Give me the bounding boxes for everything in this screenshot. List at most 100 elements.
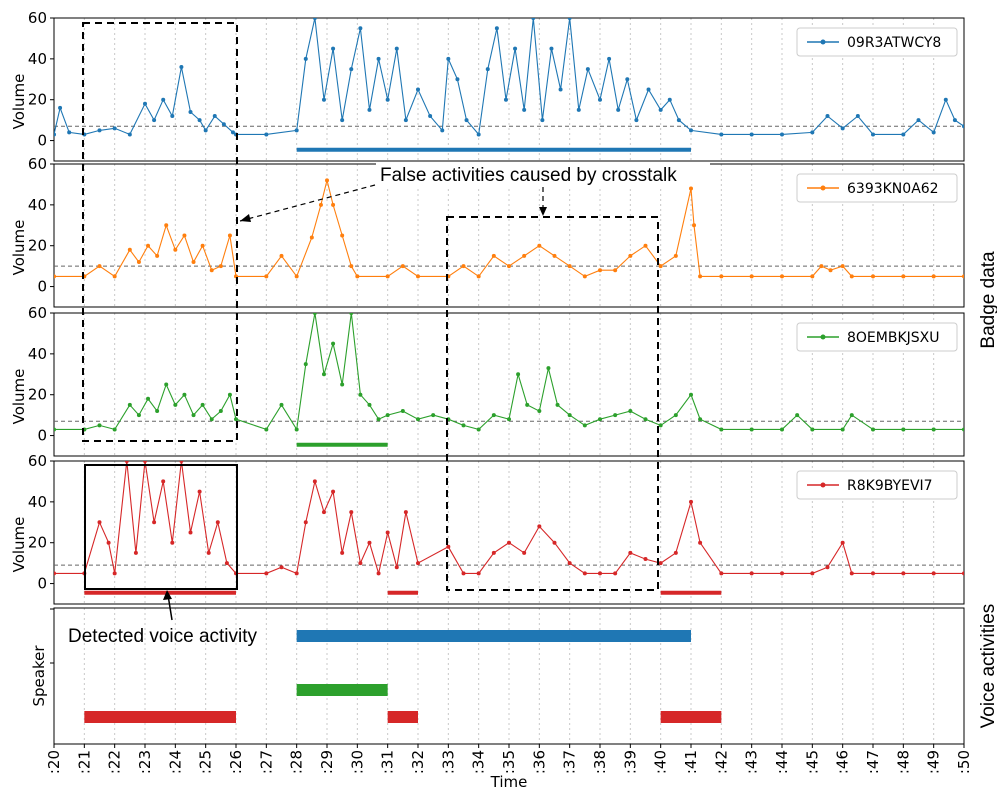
data-point: [810, 130, 815, 135]
data-point: [209, 268, 214, 273]
data-point: [719, 132, 724, 137]
data-point: [576, 107, 581, 112]
data-point: [279, 402, 284, 407]
data-point: [394, 565, 399, 570]
data-point: [54, 427, 56, 432]
crosstalk-box-right: [446, 216, 659, 591]
data-point: [155, 253, 160, 258]
data-point: [952, 118, 957, 123]
data-point: [416, 274, 420, 279]
data-point: [112, 427, 117, 432]
data-point: [516, 372, 521, 377]
data-point: [331, 341, 336, 346]
data-point: [698, 417, 703, 422]
data-point: [849, 413, 854, 418]
series-line: [54, 313, 964, 431]
x-tick-label: :40: [652, 750, 670, 774]
data-point: [658, 107, 663, 112]
data-point: [871, 427, 875, 432]
y-tick-label: 0: [37, 132, 47, 150]
data-point: [161, 97, 166, 102]
annotation-voice: Detected voice activity: [68, 626, 258, 647]
x-tick-label: :22: [106, 750, 124, 774]
data-point: [849, 274, 854, 279]
data-point: [152, 118, 157, 123]
panels: 0 20 40 60 Volume 09R3ATWCY8 0 20 40 60 Volume 6393…: [10, 9, 965, 605]
data-point: [367, 402, 372, 407]
data-point: [698, 540, 703, 545]
data-point: [503, 97, 508, 102]
data-point: [143, 101, 147, 106]
data-point: [321, 510, 326, 515]
data-point: [218, 409, 223, 414]
data-point: [567, 413, 572, 418]
data-point: [840, 264, 845, 269]
y-tick-label: 20: [28, 534, 47, 552]
data-point: [849, 571, 854, 576]
data-point: [476, 427, 481, 432]
annotation-crosstalk: False activities caused by crosstalk: [380, 165, 677, 186]
data-point: [537, 243, 542, 248]
y-tick-label: 60: [28, 9, 47, 27]
data-point: [54, 274, 56, 279]
data-point: [673, 550, 678, 555]
panel-frame: [53, 460, 965, 605]
data-point: [325, 178, 329, 183]
data-point: [234, 417, 238, 422]
data-point: [170, 540, 175, 545]
x-tick-label: :24: [166, 750, 184, 774]
y-tick-label: 40: [28, 345, 47, 363]
y-tick-label: 20: [28, 386, 47, 404]
panel-8OEMBKJSXU: 0 20 40 60 Volume 8OEMBKJSXU: [10, 304, 965, 457]
data-point: [358, 392, 363, 397]
data-point: [689, 128, 693, 133]
voice-activity-box: [84, 464, 238, 590]
data-point: [522, 550, 527, 555]
data-point: [294, 427, 299, 432]
data-point: [312, 18, 317, 20]
arrow-head-left: [240, 214, 251, 222]
data-point: [676, 118, 681, 123]
data-point: [962, 427, 964, 432]
data-point: [197, 118, 202, 123]
data-point: [136, 413, 141, 418]
data-point: [133, 550, 138, 555]
data-point: [136, 260, 141, 265]
data-point: [230, 130, 235, 135]
data-point: [667, 97, 672, 102]
data-point: [97, 520, 102, 525]
data-point: [416, 417, 420, 422]
data-point: [416, 87, 420, 92]
x-tick-label: :25: [197, 750, 215, 774]
y-tick-label: 60: [28, 155, 47, 173]
data-point: [525, 402, 530, 407]
data-point: [349, 313, 354, 315]
data-point: [461, 571, 466, 576]
data-point: [871, 571, 875, 576]
data-point: [461, 264, 466, 269]
data-point: [200, 402, 205, 407]
x-tick-label: :34: [470, 750, 488, 774]
x-tick-label: :23: [136, 750, 154, 774]
data-point: [385, 274, 390, 279]
data-point: [628, 253, 633, 258]
data-point: [428, 114, 433, 119]
x-tick-label: :32: [409, 750, 427, 774]
data-point: [628, 550, 633, 555]
data-point: [264, 571, 269, 576]
data-point: [127, 402, 132, 407]
panel-frame: [53, 312, 965, 457]
data-point: [780, 274, 784, 279]
data-point: [901, 571, 906, 576]
data-point: [719, 274, 724, 279]
speaker-segment: [660, 711, 722, 723]
data-point: [901, 427, 906, 432]
y-axis-label: Volume: [10, 74, 28, 130]
arrow-head-right: [539, 207, 547, 216]
data-point: [825, 565, 830, 570]
data-point: [446, 56, 451, 61]
data-point: [491, 253, 496, 258]
data-point: [358, 561, 363, 566]
data-point: [643, 417, 648, 422]
data-point: [598, 417, 602, 422]
